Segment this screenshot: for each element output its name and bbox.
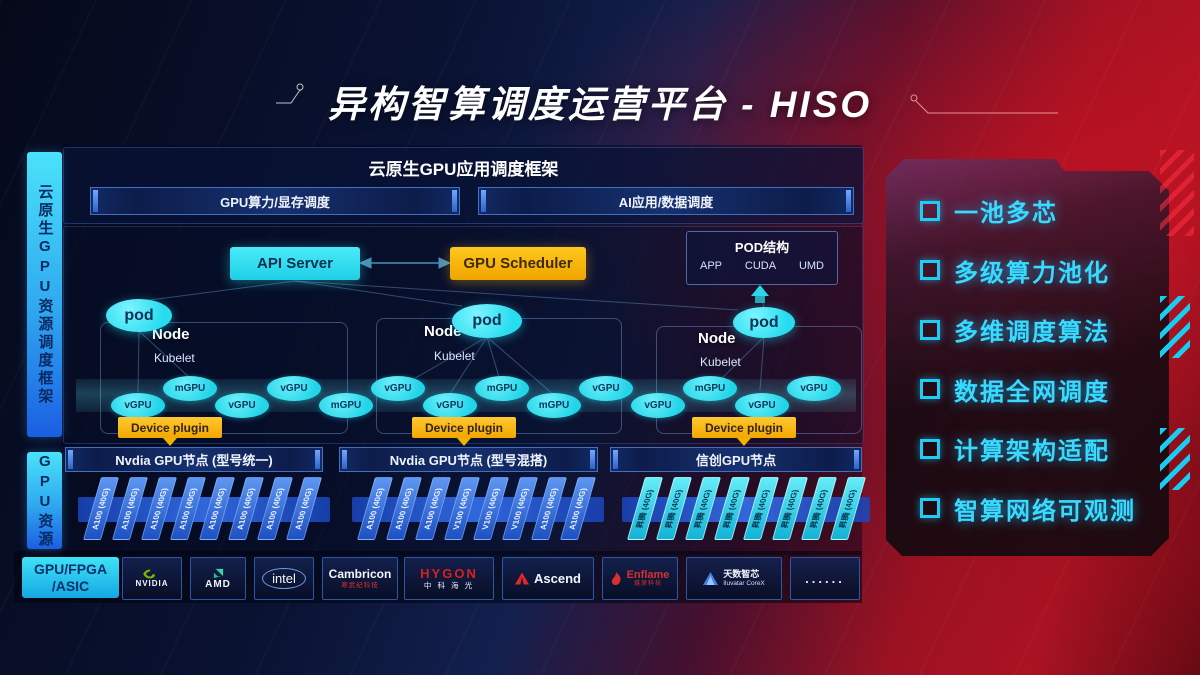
gpu-ellipse: mGPU [527, 393, 581, 418]
vendor-tile-more: ...... [790, 557, 860, 600]
app-framework-section: 云原生GPU应用调度框架 GPU算力/显存调度 AI应用/数据调度 [63, 147, 864, 224]
page-title: 异构智算调度运营平台 - HISO [327, 84, 873, 125]
rack-shelf [622, 497, 870, 522]
hazard-stripes-cyan [1160, 296, 1190, 358]
enflame-logo-icon [611, 571, 621, 585]
feature-item: 计算架构适配 [920, 431, 1159, 466]
feature-item: 一池多芯 [920, 193, 1159, 228]
gpu-ellipse: vGPU [111, 393, 165, 418]
pod-structure-title: POD结构 [734, 240, 790, 255]
checkbox-bullet-icon [920, 260, 940, 280]
rail-label: 云原生GPU资源调度框架 [36, 183, 54, 406]
device-plugin-box: Device plugin [118, 417, 222, 446]
vendor-tile-amd: AMD [190, 557, 246, 600]
gpu-ellipse: vGPU [631, 393, 685, 418]
checkbox-bullet-icon [920, 439, 940, 459]
gpu-ellipse: mGPU [163, 376, 217, 401]
node-group-uniform: Nvdia GPU节点 (型号统一) [65, 447, 323, 472]
feature-panel: 一池多芯 多级算力池化 多维调度算法 数据全网调度 计算架构适配 智算网络可观测 [886, 159, 1169, 556]
pod-up-arrow-icon [751, 285, 769, 303]
pod-structure-box: POD结构 APP CUDA UMD [686, 231, 838, 285]
bar-ai-data-scheduling: AI应用/数据调度 [478, 187, 854, 215]
node-group-mixed: Nvdia GPU节点 (型号混搭) [339, 447, 598, 472]
vendor-tile-enflame: Enflame 燧原科技 [602, 557, 678, 600]
vendor-tile-cambricon: Cambricon 寒武纪科技 [322, 557, 398, 600]
gpu-ellipse: vGPU [735, 393, 789, 418]
checkbox-bullet-icon [920, 320, 940, 340]
node-label: Node [698, 330, 736, 347]
pod-ellipse: pod [106, 299, 172, 332]
device-plugin-box: Device plugin [692, 417, 796, 446]
kubelet-label: Kubelet [154, 351, 195, 365]
rail-cloud-native-framework: 云原生GPU资源调度框架 [27, 152, 62, 437]
vendor-tile-hygon: HYGON 中 科 海 光 [404, 557, 494, 600]
nvidia-logo-icon [143, 569, 155, 579]
gpu-ellipse: vGPU [371, 376, 425, 401]
feature-item: 数据全网调度 [920, 372, 1159, 407]
api-server-box: API Server [230, 247, 360, 280]
feature-item: 多级算力池化 [920, 253, 1159, 288]
feature-item: 智算网络可观测 [920, 491, 1159, 526]
gpu-ellipse: mGPU [683, 376, 737, 401]
pod-layer-app: APP [700, 260, 723, 272]
rail-gpu-resource: GPU资源 [27, 452, 62, 549]
vendor-tile-ascend: Ascend [502, 557, 594, 600]
gpu-ellipse: vGPU [215, 393, 269, 418]
checkbox-bullet-icon [920, 201, 940, 221]
gpu-ellipse: vGPU [579, 376, 633, 401]
node-label: Node [152, 326, 190, 343]
intel-logo-icon: intel [262, 568, 306, 589]
rail-label: GPU资源 [36, 452, 54, 549]
feature-item: 多维调度算法 [920, 312, 1159, 347]
framework-header: 云原生GPU应用调度框架 [368, 160, 559, 179]
gpu-scheduler-box: GPU Scheduler [450, 247, 586, 280]
pod-layer-cuda: CUDA [744, 260, 777, 272]
pod-layer-umd: UMD [798, 260, 824, 272]
vendor-tile-nvidia: NVIDIA [122, 557, 182, 600]
gpu-ellipse: mGPU [319, 393, 373, 418]
hardware-type-label: GPU/FPGA /ASIC [22, 557, 119, 598]
ascend-logo-icon [515, 572, 530, 585]
device-plugin-box: Device plugin [412, 417, 516, 446]
hazard-stripes-red [1160, 150, 1194, 236]
gpu-ellipse: vGPU [423, 393, 477, 418]
pod-ellipse: pod [452, 304, 522, 338]
kubelet-label: Kubelet [434, 349, 475, 363]
hazard-stripes-cyan [1160, 428, 1190, 490]
node-group-xinchuang: 信创GPU节点 [610, 447, 862, 472]
checkbox-bullet-icon [920, 498, 940, 518]
iluvatar-logo-icon [703, 572, 719, 585]
amd-logo-icon [213, 568, 223, 578]
gpu-ellipse: vGPU [787, 376, 841, 401]
kubelet-label: Kubelet [700, 355, 741, 369]
node-label: Node [424, 323, 462, 340]
checkbox-bullet-icon [920, 379, 940, 399]
bar-gpu-compute-scheduling: GPU算力/显存调度 [90, 187, 460, 215]
gpu-ellipse: vGPU [267, 376, 321, 401]
pod-ellipse: pod [733, 307, 795, 338]
vendor-tile-iluvatar: 天数智芯 Iluvatar CoreX [686, 557, 782, 600]
gpu-ellipse: mGPU [475, 376, 529, 401]
node-frame-1 [100, 322, 348, 434]
vendor-tile-intel: intel [254, 557, 314, 600]
